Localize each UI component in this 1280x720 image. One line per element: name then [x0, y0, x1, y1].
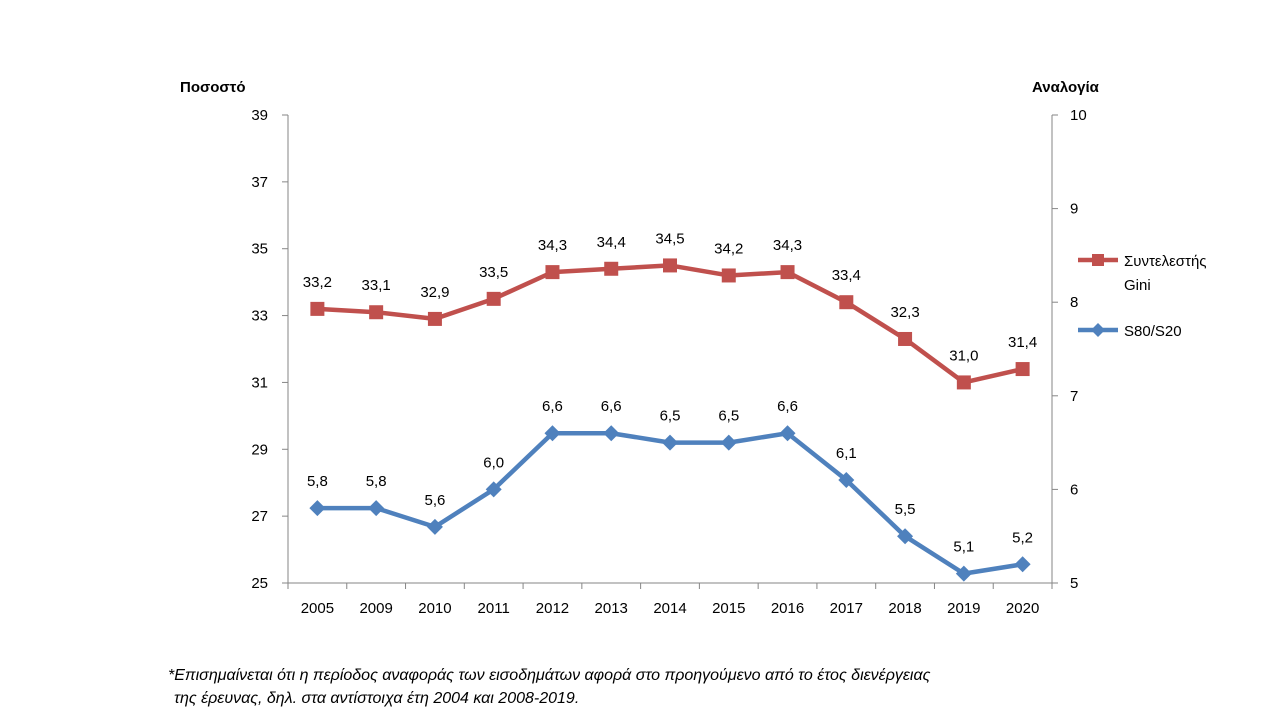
gini-data-label: 31,4 [1008, 334, 1037, 351]
s80-s20-point [544, 425, 561, 442]
s80-s20-data-label: 5,5 [895, 501, 916, 518]
x-axis-tick-label: 2009 [359, 600, 392, 617]
s80-s20-point [426, 518, 443, 535]
s80-s20-point [1014, 556, 1031, 573]
gini-point [310, 301, 325, 316]
s80-s20-point [309, 500, 326, 517]
gini-data-label: 32,9 [420, 284, 449, 301]
gini-data-label: 33,4 [832, 267, 861, 284]
gini-point [369, 305, 384, 320]
s80-s20-point [897, 528, 914, 545]
s80-s20-data-label: 5,6 [424, 492, 445, 509]
left-axis-tick-label: 27 [251, 508, 268, 525]
x-axis-tick-label: 2013 [595, 600, 628, 617]
s80-s20-point [603, 425, 620, 442]
right-axis-tick-label: 9 [1070, 201, 1078, 218]
left-axis-tick-label: 25 [251, 575, 268, 592]
line-chart: Ποσοστό Αναλογία 25 27 29 31 33 35 37 39 5 6 7 8 9 1… [180, 79, 1207, 617]
s80-s20-point [838, 472, 855, 489]
gini-data-label: 31,0 [949, 347, 978, 364]
gini-point [1015, 362, 1030, 377]
x-axis-tick-label: 2018 [888, 600, 921, 617]
x-axis: 2005 2009 2010 2011 2012 2013 2014 2015 2016 2017… [287, 582, 1053, 617]
legend-gini-label: Gini [1124, 277, 1151, 294]
s80-s20-data-label: 6,6 [601, 398, 622, 415]
left-axis: 25 27 29 31 33 35 37 39 [251, 107, 289, 592]
gini-point [839, 295, 854, 310]
left-axis-tick-label: 37 [251, 174, 268, 191]
left-axis-tick-label: 33 [251, 308, 268, 325]
s80-s20-data-label: 5,2 [1012, 529, 1033, 546]
right-axis: 5 6 7 8 9 10 [1051, 107, 1087, 592]
left-axis-tick-label: 31 [251, 374, 268, 391]
x-axis-tick-label: 2019 [947, 600, 980, 617]
gini-data-label: 32,3 [890, 304, 919, 321]
gini-data-label: 34,3 [538, 237, 567, 254]
s80-s20-point [662, 434, 678, 451]
s80-s20-point [955, 565, 972, 582]
gini-point [545, 265, 560, 280]
gini-point [956, 375, 971, 390]
footnote-line-1: *Επισημαίνεται ότι η περίοδος αναφοράς τ… [168, 667, 931, 684]
s80-s20-data-label: 6,1 [836, 445, 857, 462]
gini-data-label: 34,3 [773, 237, 802, 254]
left-axis-tick-label: 29 [251, 441, 268, 458]
right-axis-tick-label: 7 [1070, 388, 1078, 405]
gini-data-label: 33,2 [303, 274, 332, 291]
s80-s20-point [485, 481, 502, 498]
s80-s20-point [779, 425, 796, 442]
legend-gini-label: Συντελεστής [1124, 253, 1207, 270]
s80-s20-data-label: 6,6 [777, 398, 798, 415]
left-axis-tick-label: 35 [251, 241, 268, 258]
s80-s20-point [720, 434, 737, 451]
x-axis-tick-label: 2017 [830, 600, 863, 617]
right-axis-tick-label: 6 [1070, 481, 1078, 498]
footnote-line-2: της έρευνας, δηλ. στα αντίστοιχα έτη 200… [174, 690, 580, 707]
legend-gini-marker [1092, 254, 1104, 266]
legend-s80-s20-label: S80/S20 [1124, 323, 1182, 340]
right-axis-tick-label: 8 [1070, 294, 1078, 311]
gini-data-label: 34,2 [714, 240, 743, 257]
gini-point [604, 261, 619, 276]
footnote: *Επισημαίνεται ότι η περίοδος αναφοράς τ… [168, 664, 1158, 710]
gini-data-label: 34,4 [597, 234, 626, 251]
x-axis-tick-label: 2012 [536, 600, 569, 617]
right-axis-tick-label: 5 [1070, 575, 1078, 592]
s80-s20-data-label: 6,6 [542, 398, 563, 415]
gini-data-label: 34,5 [655, 230, 684, 247]
s80-s20-data-label: 6,0 [483, 454, 504, 471]
gini-point [721, 268, 736, 283]
s80-s20-data-label: 5,8 [307, 473, 328, 490]
gini-point [427, 311, 442, 326]
left-axis-title: Ποσοστό [180, 79, 246, 96]
gini-point [898, 331, 913, 346]
legend-s80-s20-marker [1091, 323, 1105, 337]
s80-s20-point [368, 500, 385, 517]
s80-s20-data-label: 6,5 [718, 408, 739, 425]
right-axis-tick-label: 10 [1070, 107, 1087, 124]
s80-s20-data-label: 5,1 [953, 539, 974, 556]
gini-data-label: 33,5 [479, 264, 508, 281]
series-layer: 33,2 33,1 32,9 33,5 34,3 34,4 34,5 34,2 34,3 33,4… [303, 230, 1037, 582]
right-axis-title: Αναλογία [1032, 79, 1100, 96]
x-axis-tick-label: 2020 [1006, 600, 1039, 617]
x-axis-tick-label: 2015 [712, 600, 745, 617]
gini-point [663, 258, 677, 273]
s80-s20-series-line [317, 430, 1023, 576]
gini-point [780, 265, 795, 280]
x-axis-tick-label: 2005 [301, 600, 334, 617]
gini-data-label: 33,1 [362, 277, 391, 294]
x-axis-tick-label: 2011 [478, 600, 510, 617]
x-axis-tick-label: 2010 [418, 600, 451, 617]
s80-s20-data-label: 5,8 [366, 473, 387, 490]
x-axis-tick-label: 2014 [653, 600, 686, 617]
gini-point [486, 291, 501, 306]
legend: Συντελεστής Gini S80/S20 [1078, 253, 1207, 340]
s80-s20-data-label: 6,5 [660, 408, 681, 425]
left-axis-tick-label: 39 [251, 107, 268, 124]
x-axis-tick-label: 2016 [771, 600, 804, 617]
